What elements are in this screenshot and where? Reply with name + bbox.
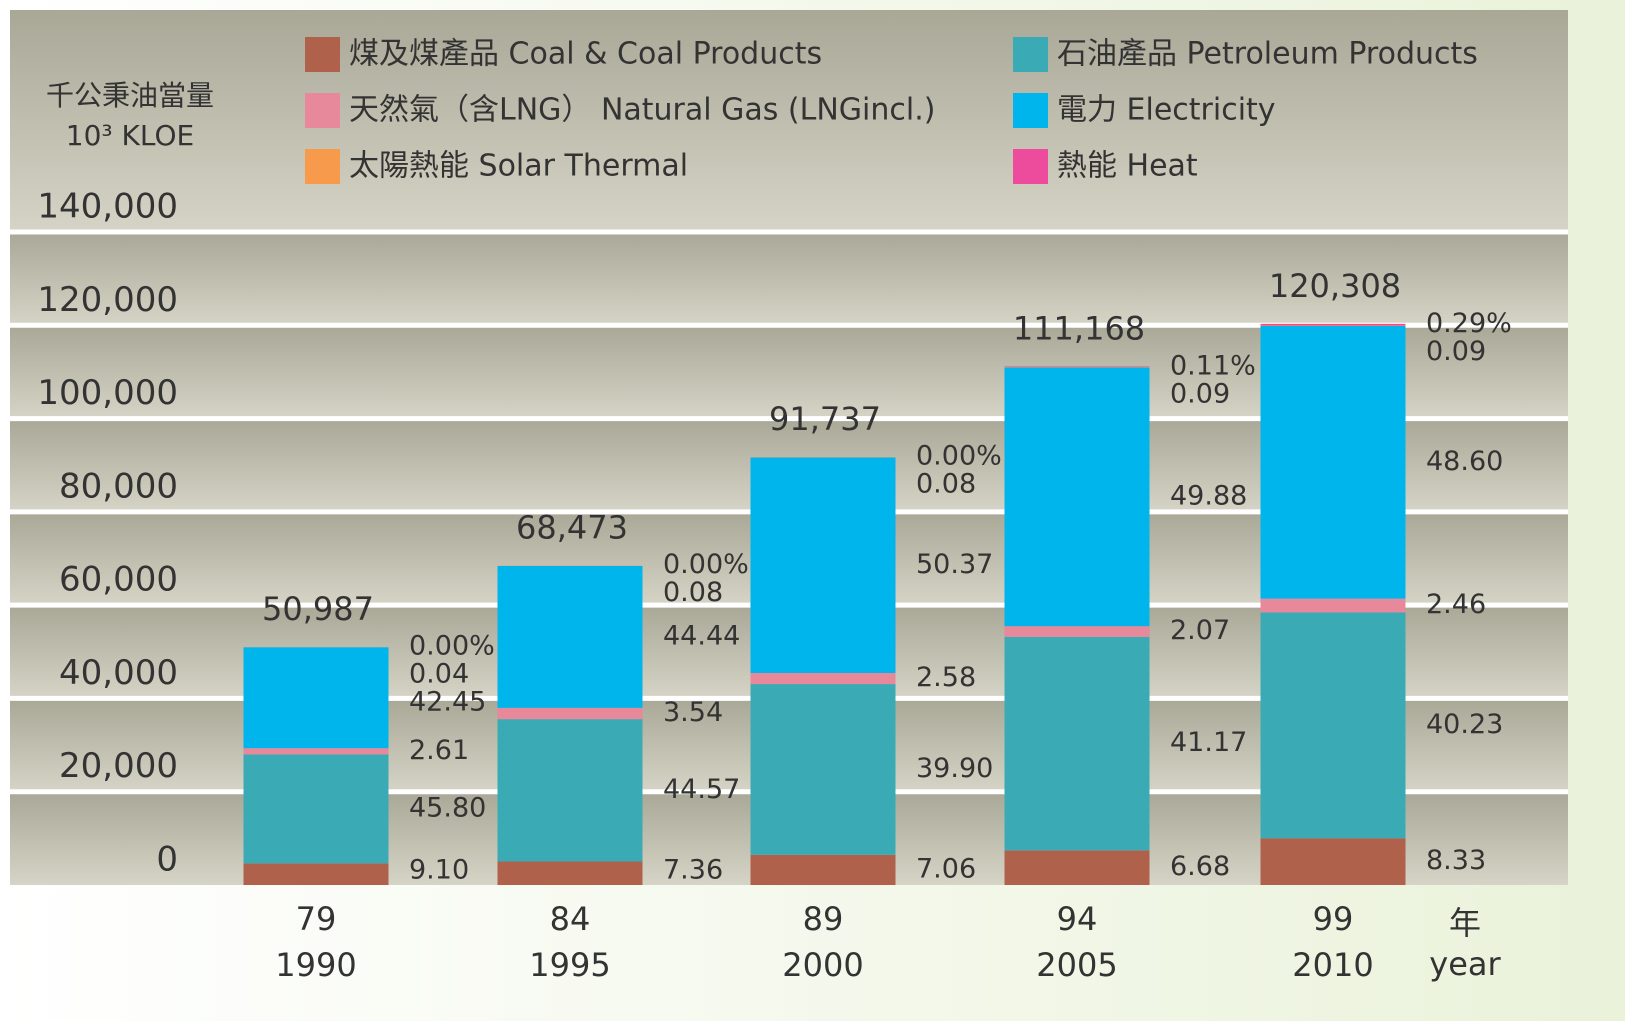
data-label: 40.23 xyxy=(1426,709,1503,740)
bar-segment xyxy=(497,861,643,885)
bar-segment xyxy=(1004,367,1150,627)
plot-header xyxy=(10,10,1568,232)
x-tick-label: 79 xyxy=(296,900,337,938)
x-tick-label: 94 xyxy=(1057,900,1098,938)
legend-swatch xyxy=(305,149,340,184)
total-label: 68,473 xyxy=(516,509,628,547)
bar-segment xyxy=(1260,325,1406,326)
data-label: 44.57 xyxy=(663,774,740,805)
bar-segment xyxy=(750,854,896,885)
y-axis-label: 千公秉油當量 xyxy=(46,79,214,112)
y-tick-label: 100,000 xyxy=(37,373,178,413)
bar-segment xyxy=(1004,366,1150,368)
bar-segment xyxy=(497,707,643,720)
data-label: 0.11% xyxy=(1170,350,1256,381)
data-label: 3.54 xyxy=(663,697,723,728)
legend-label: 煤及煤產品 Coal & Coal Products xyxy=(349,37,822,72)
plot-band xyxy=(10,232,1568,326)
bar-segment xyxy=(1004,636,1150,851)
total-label: 120,308 xyxy=(1269,267,1401,305)
data-label: 0.04 xyxy=(409,659,469,690)
legend-swatch xyxy=(1013,149,1048,184)
y-tick-label: 140,000 xyxy=(37,187,178,227)
data-label: 2.61 xyxy=(409,735,469,766)
legend-swatch xyxy=(1013,93,1048,128)
data-label: 0.29% xyxy=(1426,308,1512,339)
legend-label: 電力 Electricity xyxy=(1057,93,1276,128)
bar-segment xyxy=(1004,626,1150,637)
x-axis-label: 年 xyxy=(1449,904,1481,942)
bar-segment xyxy=(1260,598,1406,613)
legend-label: 熱能 Heat xyxy=(1057,149,1198,184)
legend-label: 太陽熱能 Solar Thermal xyxy=(349,149,688,184)
data-label: 49.88 xyxy=(1170,480,1247,511)
y-tick-label: 0 xyxy=(156,840,178,880)
data-label: 0.08 xyxy=(663,577,723,608)
x-tick-label: 99 xyxy=(1313,900,1354,938)
data-label: 0.09 xyxy=(1170,378,1230,409)
data-label: 8.33 xyxy=(1426,845,1486,876)
data-label: 7.06 xyxy=(916,853,976,884)
data-label: 48.60 xyxy=(1426,446,1503,477)
total-label: 50,987 xyxy=(262,590,374,628)
y-tick-label: 60,000 xyxy=(59,560,178,600)
bar-segment xyxy=(243,647,389,749)
total-label: 91,737 xyxy=(769,400,881,438)
bar-segment xyxy=(750,673,896,685)
data-label: 50.37 xyxy=(916,549,993,580)
data-label: 6.68 xyxy=(1170,851,1230,882)
data-label: 0.09 xyxy=(1426,336,1486,367)
legend-swatch xyxy=(305,37,340,72)
legend-label: 石油產品 Petroleum Products xyxy=(1057,37,1478,72)
data-label: 2.46 xyxy=(1426,589,1486,620)
data-label: 0.00% xyxy=(916,441,1002,472)
data-label: 45.80 xyxy=(409,792,486,823)
data-label: 9.10 xyxy=(409,855,469,886)
data-label: 42.45 xyxy=(409,687,486,718)
total-label: 111,168 xyxy=(1013,309,1145,347)
data-label: 0.00% xyxy=(663,549,749,580)
x-axis-label: year xyxy=(1429,945,1501,983)
data-label: 41.17 xyxy=(1170,727,1247,758)
data-label: 0.08 xyxy=(916,469,976,500)
x-tick-label: 2000 xyxy=(782,946,863,984)
bar-segment xyxy=(497,719,643,862)
bar-segment xyxy=(1260,838,1406,885)
bar-segment xyxy=(1260,323,1406,326)
x-tick-label: 84 xyxy=(550,900,591,938)
bar-segment xyxy=(497,565,643,708)
bar-segment xyxy=(750,684,896,855)
bar-segment xyxy=(243,748,389,755)
bar-segment xyxy=(243,863,389,885)
legend-swatch xyxy=(1013,37,1048,72)
bar-segment xyxy=(1004,850,1150,885)
bar-segment xyxy=(1260,325,1406,599)
data-label: 0.00% xyxy=(409,631,495,662)
x-tick-label: 1990 xyxy=(275,946,356,984)
y-tick-label: 120,000 xyxy=(37,280,178,320)
legend-swatch xyxy=(305,93,340,128)
x-tick-label: 2010 xyxy=(1292,946,1373,984)
bar-segment xyxy=(1260,612,1406,839)
y-tick-label: 20,000 xyxy=(59,746,178,786)
data-label: 2.07 xyxy=(1170,615,1230,646)
data-label: 39.90 xyxy=(916,753,993,784)
x-tick-label: 89 xyxy=(803,900,844,938)
data-label: 2.58 xyxy=(916,662,976,693)
bar-segment xyxy=(243,754,389,864)
data-label: 44.44 xyxy=(663,620,740,651)
x-tick-label: 2005 xyxy=(1036,946,1117,984)
data-label: 7.36 xyxy=(663,855,723,886)
bar-segment xyxy=(750,457,896,674)
y-axis-unit: 10³ KLOE xyxy=(66,119,194,152)
x-tick-label: 1995 xyxy=(529,946,610,984)
y-tick-label: 40,000 xyxy=(59,653,178,693)
y-tick-label: 80,000 xyxy=(59,466,178,506)
legend-label: 天然氣（含LNG） Natural Gas (LNGincl.) xyxy=(349,93,935,128)
